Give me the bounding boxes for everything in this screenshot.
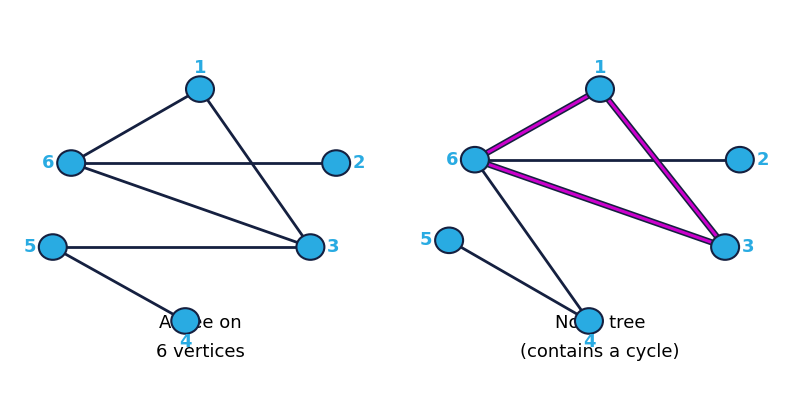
Text: 4: 4 [582, 333, 595, 351]
Circle shape [297, 234, 324, 260]
Text: 3: 3 [742, 238, 754, 256]
Circle shape [461, 147, 489, 172]
Text: 2: 2 [353, 154, 366, 172]
Text: 6: 6 [42, 154, 54, 172]
Text: Not a tree
(contains a cycle): Not a tree (contains a cycle) [520, 314, 680, 361]
Text: 4: 4 [179, 333, 191, 351]
Circle shape [435, 228, 463, 253]
Circle shape [586, 76, 614, 102]
Circle shape [575, 308, 603, 334]
Text: 5: 5 [24, 238, 36, 256]
Circle shape [322, 150, 350, 176]
Circle shape [726, 147, 754, 172]
Circle shape [186, 76, 214, 102]
Circle shape [171, 308, 199, 334]
Circle shape [58, 150, 85, 176]
Circle shape [711, 234, 739, 260]
Text: 2: 2 [757, 151, 769, 169]
Text: A tree on
6 vertices: A tree on 6 vertices [155, 314, 245, 361]
Text: 6: 6 [446, 151, 458, 169]
Circle shape [39, 234, 66, 260]
Text: 1: 1 [594, 59, 606, 77]
Text: 3: 3 [327, 238, 339, 256]
Text: 1: 1 [194, 59, 206, 77]
Text: 5: 5 [420, 231, 433, 249]
